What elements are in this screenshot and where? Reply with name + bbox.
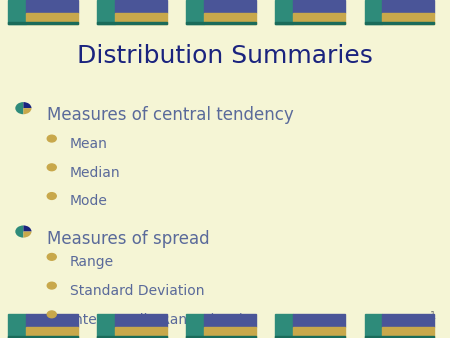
Bar (364, 0, 382, 24)
Bar (364, 336, 434, 338)
Bar (26, 0, 78, 14)
Bar (364, 314, 382, 338)
Bar (293, 314, 345, 327)
Text: Standard Deviation: Standard Deviation (70, 284, 204, 298)
Wedge shape (15, 102, 23, 114)
Bar (97, 0, 115, 24)
Bar (293, 327, 345, 338)
Text: Median: Median (70, 166, 121, 179)
Text: Mean: Mean (70, 137, 108, 151)
Bar (293, 0, 345, 14)
Bar (115, 327, 167, 338)
Text: Measures of central tendency: Measures of central tendency (47, 106, 294, 124)
Text: Distribution Summaries: Distribution Summaries (77, 44, 373, 68)
Bar (115, 14, 167, 24)
Bar (8, 0, 26, 24)
Wedge shape (23, 108, 32, 114)
Bar (97, 336, 167, 338)
Bar (26, 314, 78, 327)
Text: Measures of spread: Measures of spread (47, 230, 210, 248)
Text: Range: Range (70, 255, 114, 269)
Circle shape (47, 254, 56, 260)
Bar (275, 314, 293, 338)
Bar (382, 0, 434, 14)
Bar (204, 327, 256, 338)
Bar (115, 0, 167, 14)
Bar (382, 314, 434, 327)
Circle shape (47, 193, 56, 199)
Bar (97, 22, 167, 24)
Circle shape (47, 311, 56, 318)
Bar (26, 327, 78, 338)
Bar (26, 14, 78, 24)
Text: Mode: Mode (70, 194, 108, 208)
Text: Interquartile Range (IQR): Interquartile Range (IQR) (70, 313, 244, 327)
Text: 1: 1 (430, 311, 436, 321)
Wedge shape (15, 225, 23, 238)
Bar (382, 327, 434, 338)
Circle shape (47, 135, 56, 142)
Bar (275, 22, 345, 24)
Bar (186, 336, 256, 338)
Bar (186, 22, 256, 24)
Bar (293, 14, 345, 24)
Bar (186, 314, 204, 338)
Circle shape (47, 164, 56, 171)
Bar (275, 336, 345, 338)
Bar (8, 314, 26, 338)
Bar (364, 22, 434, 24)
Wedge shape (23, 102, 32, 108)
Bar (275, 0, 293, 24)
Bar (97, 314, 115, 338)
Wedge shape (23, 225, 32, 232)
Bar (8, 336, 78, 338)
Bar (382, 14, 434, 24)
Bar (204, 0, 256, 14)
Bar (204, 14, 256, 24)
Bar (204, 314, 256, 327)
Bar (186, 0, 204, 24)
Bar (115, 314, 167, 327)
Wedge shape (23, 232, 32, 238)
Circle shape (47, 282, 56, 289)
Bar (8, 22, 78, 24)
